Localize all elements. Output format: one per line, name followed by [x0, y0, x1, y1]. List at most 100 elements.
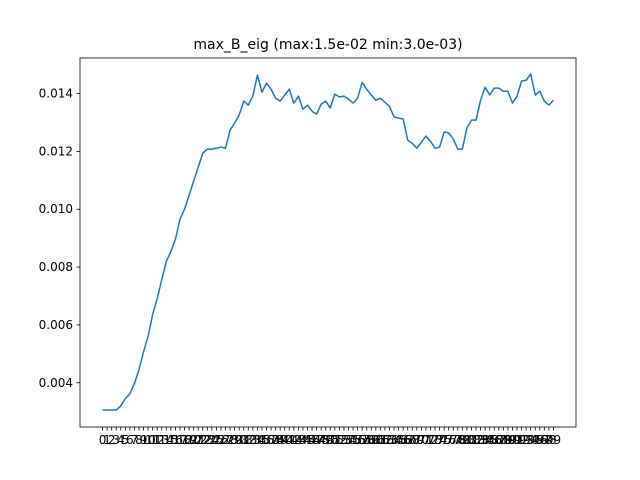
- x-tick-label: 69: [409, 433, 424, 447]
- x-tick-label: 41: [282, 433, 297, 447]
- x-tick-label: 91: [509, 433, 524, 447]
- axes-frame: [79, 57, 577, 428]
- x-tick-label: 65: [391, 433, 406, 447]
- x-tick-label: 85: [482, 433, 497, 447]
- x-tick-label: 99: [546, 433, 561, 447]
- chart-title: max_B_eig (max:1.5e-02 min:3.0e-03): [193, 37, 462, 53]
- x-tick-label: 47: [309, 433, 324, 447]
- x-tick-label: 95: [528, 433, 543, 447]
- x-tick-label: 18: [177, 433, 192, 447]
- x-tick-label: 0: [99, 433, 107, 447]
- x-tick-label: 26: [213, 433, 228, 447]
- x-tick-label: 16: [168, 433, 183, 447]
- x-tick-label: 76: [441, 433, 456, 447]
- x-tick-label: 49: [318, 433, 333, 447]
- x-tick-label: 60: [368, 433, 383, 447]
- x-tick-label: 19: [181, 433, 196, 447]
- x-tick-label: 1: [103, 433, 111, 447]
- x-tick-label: 66: [396, 433, 411, 447]
- x-tick-label: 44: [295, 433, 310, 447]
- x-tick-label: 90: [505, 433, 520, 447]
- x-tick-label: 2: [108, 433, 116, 447]
- x-tick-label: 38: [268, 433, 283, 447]
- x-tick-label: 15: [163, 433, 178, 447]
- x-tick-label: 4: [117, 433, 125, 447]
- x-tick-label: 35: [254, 433, 269, 447]
- x-tick-label: 13: [154, 433, 169, 447]
- x-tick-label: 53: [336, 433, 351, 447]
- y-tick-label: 0.014: [39, 87, 73, 101]
- x-tick-label: 61: [373, 433, 388, 447]
- x-tick-label: 39: [273, 433, 288, 447]
- y-tick-label: 0.012: [39, 144, 73, 158]
- x-tick-label: 71: [418, 433, 433, 447]
- x-tick-label: 7: [131, 433, 139, 447]
- x-tick-label: 75: [437, 433, 452, 447]
- x-tick-label: 97: [537, 433, 552, 447]
- x-tick-label: 58: [359, 433, 374, 447]
- x-tick-label: 57: [355, 433, 370, 447]
- x-tick-label: 54: [341, 433, 356, 447]
- x-tick-label: 5: [121, 433, 129, 447]
- y-tick-label: 0.008: [39, 260, 73, 274]
- x-tick-label: 73: [427, 433, 442, 447]
- x-tick-label: 33: [245, 433, 260, 447]
- x-tick-label: 62: [377, 433, 392, 447]
- x-tick-label: 67: [400, 433, 415, 447]
- x-tick-label: 45: [300, 433, 315, 447]
- x-tick-label: 78: [450, 433, 465, 447]
- x-tick-label: 56: [350, 433, 365, 447]
- x-tick-label: 86: [487, 433, 502, 447]
- x-tick-label: 72: [423, 433, 438, 447]
- x-tick-label: 82: [468, 433, 483, 447]
- x-tick-label: 32: [241, 433, 256, 447]
- x-tick-label: 43: [291, 433, 306, 447]
- x-tick-label: 81: [464, 433, 479, 447]
- x-tick-label: 84: [477, 433, 492, 447]
- x-tick-label: 74: [432, 433, 447, 447]
- x-tick-label: 68: [405, 433, 420, 447]
- x-tick-label: 70: [414, 433, 429, 447]
- x-tick-label: 64: [386, 433, 401, 447]
- x-tick-label: 93: [518, 433, 533, 447]
- x-tick-label: 92: [514, 433, 529, 447]
- x-tick-label: 20: [186, 433, 201, 447]
- x-tick-label: 77: [446, 433, 461, 447]
- x-tick-label: 27: [218, 433, 233, 447]
- x-tick-label: 52: [332, 433, 347, 447]
- x-tick-label: 51: [327, 433, 342, 447]
- x-tick-label: 80: [459, 433, 474, 447]
- x-tick-label: 88: [496, 433, 511, 447]
- x-tick-label: 17: [172, 433, 187, 447]
- y-tick-label: 0.006: [39, 318, 73, 332]
- x-tick-label: 37: [263, 433, 278, 447]
- y-tick-label: 0.004: [39, 376, 73, 390]
- x-tick-label: 6: [126, 433, 134, 447]
- x-tick-label: 46: [304, 433, 319, 447]
- x-tick-label: 94: [523, 433, 538, 447]
- x-tick-label: 96: [532, 433, 547, 447]
- x-tick-label: 11: [145, 433, 160, 447]
- x-tick-label: 9: [140, 433, 148, 447]
- x-tick-label: 23: [200, 433, 215, 447]
- data-line: [102, 73, 555, 411]
- x-tick-label: 79: [455, 433, 470, 447]
- x-tick-label: 22: [195, 433, 210, 447]
- x-tick-label: 25: [209, 433, 224, 447]
- x-tick-label: 24: [204, 433, 219, 447]
- x-tick-label: 83: [473, 433, 488, 447]
- x-tick-label: 21: [191, 433, 206, 447]
- x-tick-label: 3: [112, 433, 120, 447]
- x-tick-label: 50: [323, 433, 338, 447]
- x-tick-label: 55: [345, 433, 360, 447]
- x-tick-label: 59: [364, 433, 379, 447]
- x-tick-label: 34: [250, 433, 265, 447]
- x-tick-label: 89: [500, 433, 515, 447]
- x-tick-label: 48: [314, 433, 329, 447]
- x-tick-label: 87: [491, 433, 506, 447]
- x-tick-label: 42: [286, 433, 301, 447]
- x-tick-label: 28: [222, 433, 237, 447]
- x-tick-label: 63: [382, 433, 397, 447]
